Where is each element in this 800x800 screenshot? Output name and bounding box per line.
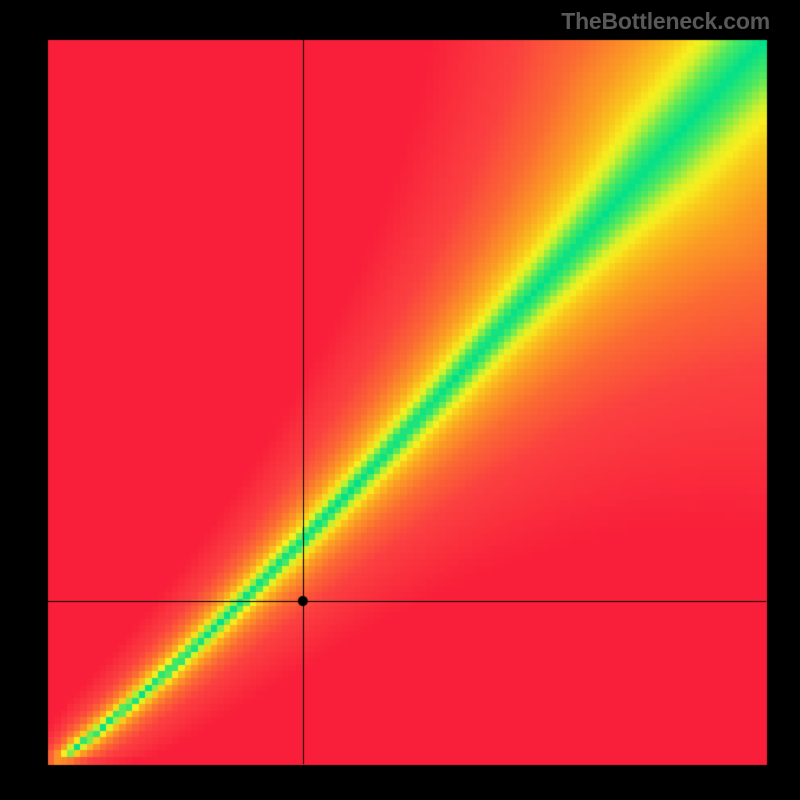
bottleneck-heatmap bbox=[0, 0, 800, 800]
watermark-text: TheBottleneck.com bbox=[561, 8, 770, 35]
chart-container: TheBottleneck.com bbox=[0, 0, 800, 800]
